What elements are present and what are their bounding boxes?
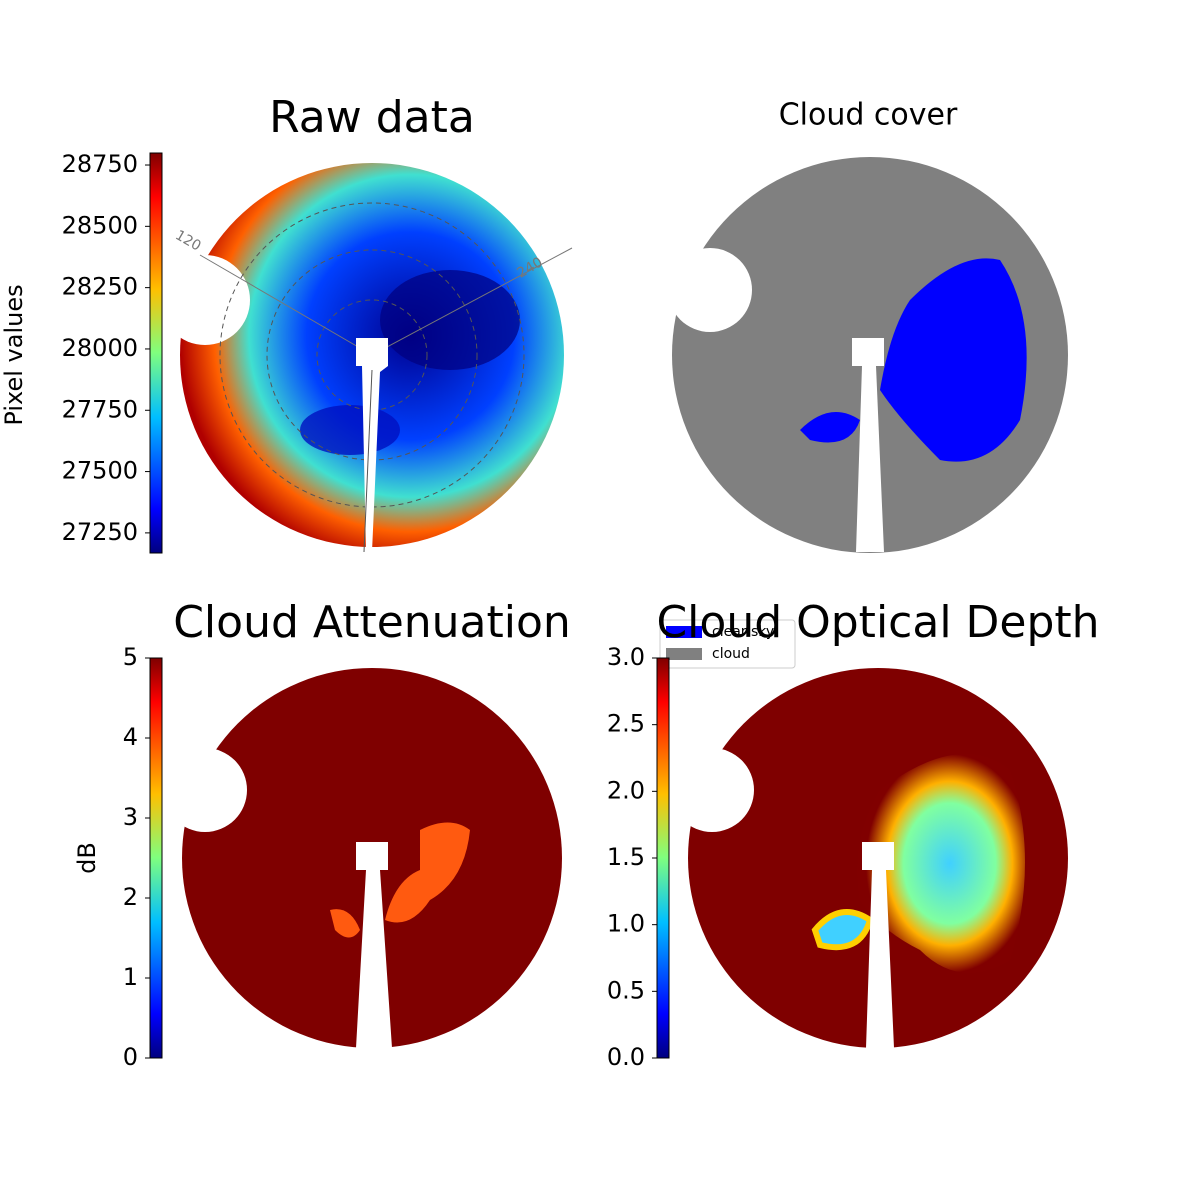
colorbar-tick-label: 27500 xyxy=(62,457,138,485)
colorbar-tick-label: 1.5 xyxy=(607,843,645,871)
colorbar-label: Pixel values xyxy=(0,284,28,425)
colorbar-tick-label: 0.5 xyxy=(607,976,645,1004)
panel-title: Cloud Attenuation xyxy=(173,597,571,648)
colorbar-label: dB xyxy=(73,842,101,874)
colorbar-tick-label: 0.0 xyxy=(607,1043,645,1071)
colorbar-tick-label: 1 xyxy=(123,963,138,991)
legend-label: cloud xyxy=(712,646,750,662)
colorbar-tick-label: 28750 xyxy=(62,150,138,178)
colorbar xyxy=(149,657,163,1059)
colorbar-tick-label: 28000 xyxy=(62,334,138,362)
colorbar-tick-label: 1.0 xyxy=(607,910,645,938)
panel-title: Cloud Optical Depth xyxy=(656,597,1099,648)
cloud-cover-image xyxy=(668,157,1068,553)
colorbar-tick-label: 28250 xyxy=(62,273,138,301)
colorbar-tick-label: 2.5 xyxy=(607,710,645,738)
colorbar-tick-label: 27250 xyxy=(62,518,138,546)
colorbar-tick-label: 3 xyxy=(123,803,138,831)
colorbar xyxy=(656,657,670,1059)
colorbar-tick-label: 28500 xyxy=(62,211,138,239)
legend-swatch xyxy=(666,626,702,638)
attenuation-image xyxy=(163,668,562,1048)
colorbar-tick-label: 5 xyxy=(123,643,138,671)
colorbar-tick-label: 2.0 xyxy=(607,776,645,804)
colorbar-tick-label: 2 xyxy=(123,883,138,911)
legend-label: clear sky xyxy=(712,624,774,640)
colorbar-tick-label: 27750 xyxy=(62,395,138,423)
panel-title: Raw data xyxy=(269,92,475,143)
colorbar-tick-label: 0 xyxy=(123,1043,138,1071)
raw-image xyxy=(122,105,622,605)
colorbar xyxy=(149,152,163,554)
panel-title: Cloud cover xyxy=(779,98,958,133)
colorbar-tick-label: 3.0 xyxy=(607,643,645,671)
colorbar-tick-label: 4 xyxy=(123,723,138,751)
optical-depth-image xyxy=(670,668,1068,1048)
legend-swatch xyxy=(666,648,702,660)
